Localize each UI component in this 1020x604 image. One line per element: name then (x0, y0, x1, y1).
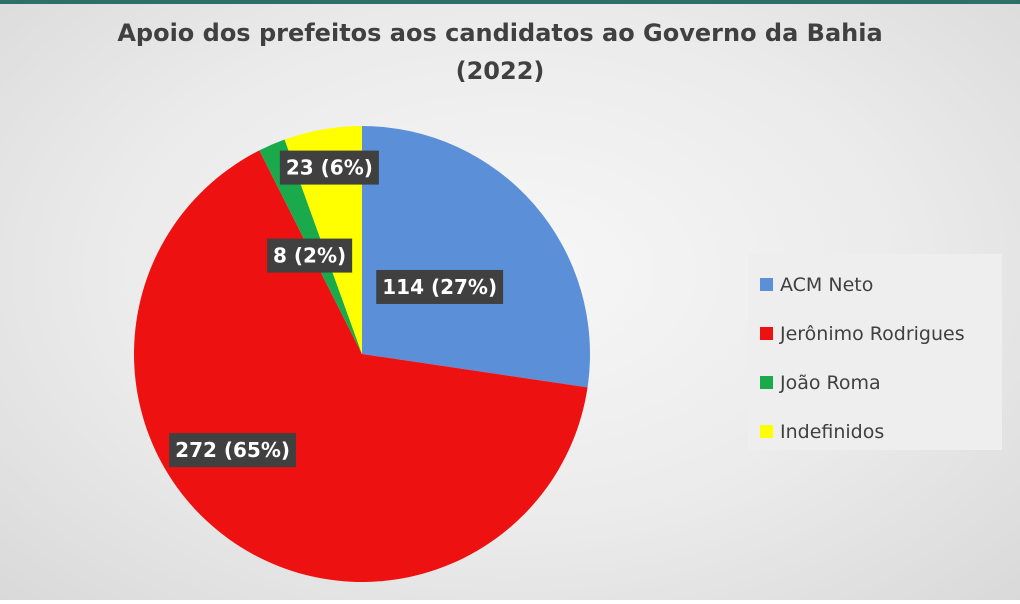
legend-item-joao-roma: João Roma (748, 358, 1002, 407)
data-label-text: 8 (2%) (273, 244, 346, 268)
data-label-joao-roma: 8 (2%) (267, 238, 353, 273)
data-label-box (267, 238, 353, 273)
data-label-jeronimo-rodrigues: 272 (65%) (169, 433, 297, 468)
data-label-box (169, 433, 297, 468)
pie-slice-acm-neto (362, 126, 590, 388)
chart-title-line-1: Apoio dos prefeitos aos candidatos ao Go… (117, 19, 883, 47)
data-label-text: 23 (6%) (286, 156, 373, 180)
legend-item-jeronimo-rodrigues: Jerônimo Rodrigues (748, 309, 1002, 358)
data-label-indefinidos: 23 (6%) (279, 150, 379, 185)
legend-label: Indefinidos (780, 420, 885, 443)
legend-label: João Roma (780, 371, 881, 394)
legend-swatch (760, 327, 773, 340)
pie-chart: 114 (27%) 272 (65%) 8 (2%) 23 (6%) (133, 126, 590, 582)
data-label-text: 272 (65%) (175, 438, 290, 462)
legend-item-acm-neto: ACM Neto (748, 260, 1002, 309)
legend-swatch (760, 278, 773, 291)
legend-item-indefinidos: Indefinidos (748, 407, 1002, 456)
legend-label: Jerônimo Rodrigues (780, 322, 965, 345)
chart-legend: ACM Neto Jerônimo Rodrigues João Roma In… (748, 254, 1002, 450)
data-label-text: 114 (27%) (382, 275, 497, 299)
data-label-box (279, 150, 379, 185)
data-label-acm-neto: 114 (27%) (376, 269, 504, 304)
pie-slice-jeronimo-rodrigues (133, 150, 588, 582)
legend-swatch (760, 376, 773, 389)
data-label-box (376, 269, 504, 304)
legend-swatch (760, 425, 773, 438)
legend-label: ACM Neto (780, 273, 874, 296)
chart-title: Apoio dos prefeitos aos candidatos ao Go… (0, 14, 1000, 90)
chart-title-line-2: (2022) (455, 57, 545, 85)
